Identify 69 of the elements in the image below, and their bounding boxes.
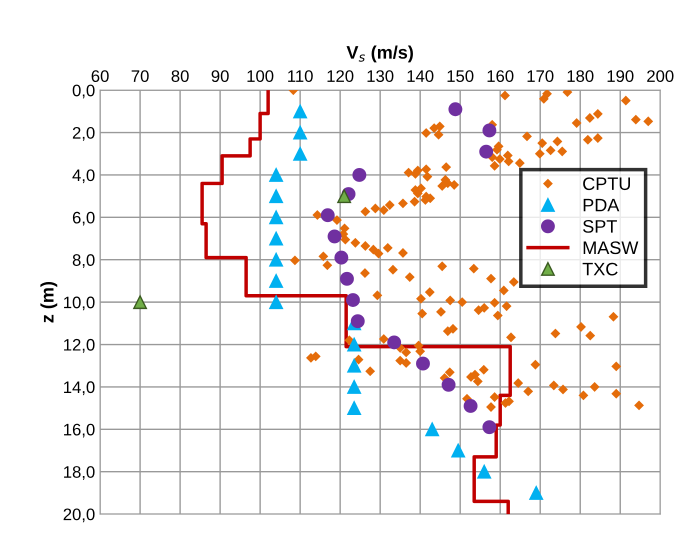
x-tick-label: 200 bbox=[647, 70, 674, 82]
point bbox=[269, 168, 284, 182]
point bbox=[350, 314, 365, 328]
point bbox=[269, 189, 284, 204]
x-tick-label: 120 bbox=[328, 70, 354, 82]
x-tick-label: 110 bbox=[288, 70, 313, 82]
point bbox=[387, 335, 402, 350]
y-tick-label: 2,0 bbox=[72, 126, 95, 141]
point bbox=[416, 356, 430, 371]
point bbox=[320, 208, 335, 222]
point bbox=[269, 210, 284, 224]
y-tick-label: 0,0 bbox=[72, 84, 95, 98]
y-tick-label: 14,0 bbox=[64, 381, 95, 396]
point bbox=[334, 250, 348, 265]
point bbox=[293, 146, 308, 161]
point bbox=[425, 422, 440, 436]
point bbox=[269, 274, 284, 288]
x-tick-label: 100 bbox=[247, 70, 274, 82]
point bbox=[352, 168, 366, 182]
x-tick-label: 80 bbox=[172, 70, 189, 82]
point bbox=[328, 229, 342, 244]
point bbox=[448, 102, 462, 116]
x-tick-label: 150 bbox=[448, 70, 474, 82]
point bbox=[482, 124, 496, 138]
point bbox=[347, 380, 362, 394]
legend-label: SPT bbox=[583, 220, 617, 233]
point bbox=[451, 444, 466, 458]
y-tick-label: 16,0 bbox=[64, 424, 95, 438]
point bbox=[293, 126, 308, 140]
x-tick-label: 190 bbox=[608, 70, 634, 82]
point bbox=[442, 378, 456, 392]
point bbox=[337, 189, 352, 204]
y-tick-label: 20,0 bbox=[64, 508, 95, 522]
point bbox=[293, 104, 308, 118]
x-tick-label: 60 bbox=[92, 70, 109, 82]
legend-label: MASW bbox=[584, 241, 638, 254]
y-tick-label: 4,0 bbox=[72, 169, 95, 184]
legend-label: PDA bbox=[584, 198, 620, 212]
y-tick-label: 10,0 bbox=[64, 296, 95, 310]
x-axis-title: V$_{s}$ (m/s) bbox=[346, 45, 413, 62]
x-tick-label: 90 bbox=[212, 70, 229, 82]
point bbox=[269, 232, 284, 246]
point bbox=[477, 464, 492, 479]
x-tick-label: 180 bbox=[568, 70, 594, 82]
legend-label: CPTU bbox=[583, 177, 630, 190]
point bbox=[529, 486, 544, 500]
point bbox=[479, 144, 494, 159]
y-tick-label: 12,0 bbox=[64, 338, 95, 353]
point bbox=[346, 293, 360, 307]
legend-label: TXC bbox=[582, 262, 618, 276]
y-tick-label: 6,0 bbox=[72, 212, 95, 226]
point bbox=[133, 295, 148, 310]
x-tick-label: 170 bbox=[528, 70, 554, 82]
y-tick-label: 18,0 bbox=[64, 466, 95, 480]
line-series bbox=[200, 90, 512, 514]
x-tick-label: 140 bbox=[408, 70, 434, 82]
y-tick-label: 8,0 bbox=[72, 254, 95, 268]
point bbox=[347, 401, 362, 416]
point bbox=[269, 252, 284, 267]
x-tick-label: 130 bbox=[368, 70, 394, 82]
point bbox=[482, 420, 496, 434]
point bbox=[347, 338, 362, 352]
x-tick-label: 160 bbox=[488, 70, 514, 82]
point bbox=[347, 358, 362, 373]
point bbox=[269, 295, 284, 310]
y-axis-title: z (m) bbox=[40, 282, 58, 322]
x-tick-label: 70 bbox=[132, 70, 149, 82]
point bbox=[340, 272, 354, 286]
point bbox=[464, 399, 478, 413]
